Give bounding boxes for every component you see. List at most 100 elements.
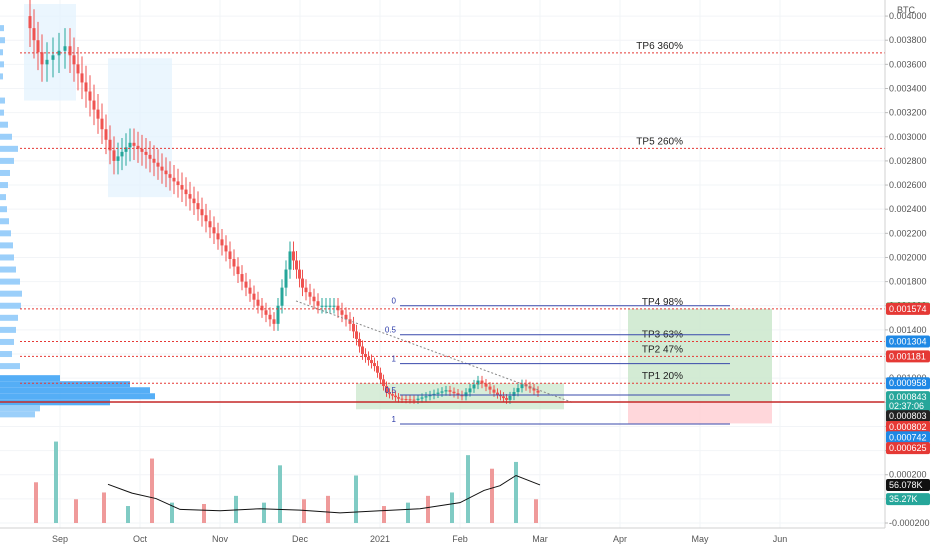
volume-bar [202, 504, 206, 523]
candle-body [505, 398, 508, 400]
volume-profile-bar [0, 37, 5, 44]
x-tick-label: Sep [52, 534, 68, 544]
candle-body [484, 383, 488, 387]
candle-body [188, 194, 192, 199]
price-badge-label: 0.000843 [889, 392, 927, 402]
candle-body [244, 281, 248, 288]
candle-body [332, 305, 336, 307]
x-tick-label: 2021 [370, 534, 390, 544]
volume-profile-bar [0, 206, 7, 213]
candle-body [408, 399, 412, 401]
annotation-boxes [24, 4, 772, 424]
volume-bar [406, 502, 410, 523]
candle-body [385, 386, 388, 393]
volume-profile-bar [0, 182, 8, 189]
volume-badge [886, 478, 930, 491]
fib-level-label: 1 [392, 355, 397, 364]
volume-bar [102, 492, 106, 523]
volume-profile-bar [0, 254, 14, 261]
candle-body [348, 319, 352, 324]
candle-body [228, 251, 232, 259]
volume-bar [262, 502, 266, 523]
candle-body [168, 174, 172, 178]
position-profit-zone [628, 308, 772, 403]
price-badge-label: 0.001181 [889, 351, 926, 361]
candle-body [152, 158, 156, 163]
candle-body [502, 396, 505, 399]
x-tick-label: Oct [133, 534, 148, 544]
candle-body [160, 166, 164, 171]
volume-bar [490, 468, 494, 523]
candle-body [340, 310, 344, 315]
candle-body [424, 396, 428, 398]
price-badge [886, 431, 930, 444]
price-badge-label: 0.000958 [889, 378, 927, 388]
candle-body [412, 399, 416, 401]
y-tick-label: 0.003200 [889, 108, 927, 118]
candle-body [268, 314, 272, 320]
volume-bar [466, 455, 470, 523]
volume-profile-bar [0, 242, 13, 249]
candle-body [536, 390, 540, 393]
candle-body [57, 50, 61, 56]
candle-body [84, 82, 88, 92]
candle-body [72, 55, 76, 65]
candle-body [382, 379, 385, 387]
target-label: TP6 360% [636, 41, 683, 52]
volume-badge [886, 493, 930, 506]
volume-profile-bar [0, 218, 9, 225]
y-tick-label: 0.002400 [889, 204, 927, 214]
trend-line [295, 300, 573, 403]
volume-profile-bar [0, 381, 130, 388]
candle-body [32, 28, 36, 41]
volume-bar [34, 482, 38, 523]
candle-body [40, 52, 44, 65]
candle-body [480, 380, 484, 384]
candle-body [444, 390, 448, 392]
candle-body [236, 266, 240, 275]
consolidation-box [24, 4, 76, 101]
candle-body [496, 392, 499, 395]
candle-body [440, 391, 444, 393]
candle-body [120, 151, 124, 157]
x-tick-label: Nov [212, 534, 229, 544]
volume-bar [150, 458, 154, 523]
candle-body [344, 314, 348, 320]
candle-body [264, 310, 268, 315]
volume-profile-bar [0, 411, 35, 418]
fib-level-label: 0.5 [385, 386, 397, 395]
volume-moving-average [107, 474, 541, 514]
volume-profile-bar [0, 145, 18, 152]
time-axis[interactable]: Sep Oct Nov Dec 2021 Feb Mar Apr May Jun [0, 527, 885, 544]
candle-body [104, 129, 108, 140]
candle-body [196, 203, 200, 210]
price-badge [886, 421, 930, 434]
candle-body [472, 384, 476, 389]
candle-body [124, 147, 128, 152]
candle-body [397, 397, 400, 399]
candle-body [176, 181, 180, 186]
candle-body [432, 393, 436, 396]
candle-body [68, 46, 72, 56]
volume-badge-label: 56.078K [889, 480, 923, 490]
volume-profile-bar [0, 351, 12, 358]
y-tick-label: 0.003000 [889, 132, 927, 142]
consolidation-box [108, 58, 172, 198]
candle-body [224, 245, 228, 252]
volume-profile-bar [0, 109, 4, 116]
candle-body [136, 145, 140, 149]
x-tick-label: May [691, 534, 709, 544]
candle-body [532, 388, 536, 391]
x-tick-label: Feb [452, 534, 468, 544]
candle-body [288, 251, 292, 270]
price-badge [886, 335, 930, 348]
volume-profile-bar [0, 49, 3, 56]
price-badge-label: 0.001304 [889, 336, 927, 346]
volume-profile-bar [0, 230, 11, 237]
volume-profile-bar [0, 363, 20, 370]
candle-body [204, 215, 208, 222]
candle-body [108, 139, 112, 151]
target-label: TP5 260% [636, 136, 683, 147]
